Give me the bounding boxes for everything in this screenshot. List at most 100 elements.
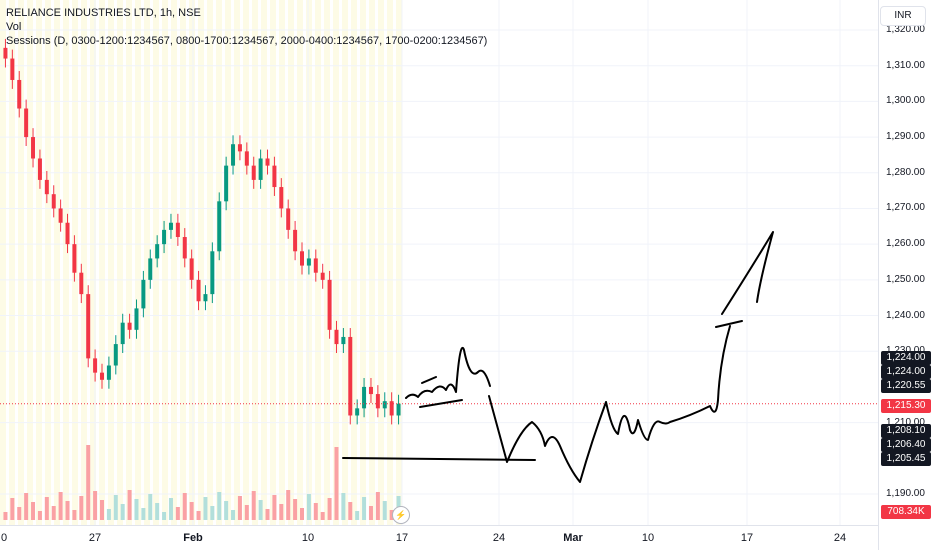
volume-bar	[31, 502, 36, 520]
price-tick: 1,190.00	[886, 488, 925, 499]
time-tick: 10	[641, 532, 655, 544]
legend-sessions: Sessions (D, 0300-1200:1234567, 0800-170…	[6, 35, 488, 47]
time-tick: 17	[395, 532, 409, 544]
price-label-tag: 1,224.00	[881, 365, 931, 379]
candle-body	[306, 258, 311, 266]
chart-area[interactable]: RELIANCE INDUSTRIES LTD, 1h, NSE Vol Ses…	[0, 0, 878, 525]
candle-body	[44, 179, 49, 195]
legend-vol: Vol	[6, 21, 22, 33]
candle-body	[113, 344, 118, 366]
candle-body	[210, 251, 215, 295]
price-tick: 1,240.00	[886, 309, 925, 321]
session-band	[99, 0, 105, 525]
candle-body	[389, 401, 394, 416]
candle-body	[203, 294, 208, 302]
session-band	[36, 0, 42, 525]
candle-body	[320, 272, 325, 280]
price-label-tag: 708.34K	[881, 505, 931, 519]
session-band	[9, 0, 15, 525]
candle-body	[175, 222, 180, 238]
candle-body	[134, 308, 139, 330]
session-band	[171, 0, 177, 525]
volume-bar	[141, 508, 146, 520]
time-tick: Feb	[183, 532, 203, 544]
candle-body	[272, 165, 277, 188]
candle-body	[72, 244, 77, 273]
session-band	[81, 0, 87, 525]
volume-bar	[348, 502, 353, 520]
session-band	[180, 0, 186, 525]
volume-bar	[375, 492, 380, 520]
time-axis[interactable]: 0 27 Feb 10 17 24 Mar 10 17 24	[0, 525, 878, 551]
session-band	[342, 0, 348, 525]
candle-body	[127, 322, 132, 330]
candle-body	[168, 222, 173, 230]
session-band	[18, 0, 24, 525]
volume-bar	[320, 512, 325, 520]
candle-body	[106, 365, 111, 380]
price-axis[interactable]: 1,320.00 1,310.00 1,300.00 1,290.00 1,280.00…	[878, 0, 932, 550]
volume-bar	[79, 496, 84, 520]
volume-bar	[175, 507, 180, 520]
volume-bar	[286, 490, 291, 520]
session-band	[243, 0, 249, 525]
price-tick: 1,290.00	[886, 131, 925, 143]
time-tick: 24	[833, 532, 847, 544]
candle-body	[293, 229, 298, 252]
candle-body	[3, 47, 8, 59]
replay-icon[interactable]: ⚡	[392, 506, 410, 524]
candle-body	[396, 403, 401, 416]
candle-body	[148, 258, 153, 280]
drawing-stroke	[421, 376, 437, 384]
price-label-tag: 1,224.00	[881, 351, 931, 365]
volume-bar	[3, 512, 8, 520]
candle-body	[286, 208, 291, 230]
candle-body	[93, 358, 98, 373]
candle-body	[341, 336, 346, 345]
session-band	[27, 0, 33, 525]
session-band	[144, 0, 150, 525]
candle-body	[251, 165, 256, 180]
price-tick: 1,300.00	[886, 95, 925, 107]
candle-body	[189, 258, 194, 280]
price-tick: 1,260.00	[886, 238, 925, 250]
volume-bar	[162, 512, 167, 520]
candle-body	[31, 137, 36, 159]
volume-bar	[251, 491, 256, 520]
candle-body	[237, 144, 242, 152]
time-tick: 10	[301, 532, 315, 544]
candle-body	[182, 237, 187, 259]
session-band	[117, 0, 123, 525]
volume-bar	[279, 504, 284, 520]
volume-bar	[58, 492, 63, 520]
session-band	[387, 0, 393, 525]
time-tick: 0	[0, 532, 8, 544]
session-band	[279, 0, 285, 525]
session-band	[63, 0, 69, 525]
legend-title: RELIANCE INDUSTRIES LTD, 1h, NSE	[6, 7, 201, 19]
volume-bar	[93, 491, 98, 520]
chart-canvas[interactable]	[0, 0, 878, 525]
candle-body	[37, 158, 42, 180]
volume-bar	[341, 493, 346, 520]
candle-body	[375, 394, 380, 409]
price-label-tag: 1,206.40	[881, 438, 931, 452]
session-band	[315, 0, 321, 525]
price-tick: 1,230.00	[886, 345, 925, 356]
volume-bar	[189, 502, 194, 520]
volume-bar	[368, 506, 373, 520]
time-tick: Mar	[563, 532, 583, 544]
session-band	[216, 0, 222, 525]
candle-body	[141, 279, 146, 309]
volume-bar	[113, 495, 118, 520]
volume-bar	[155, 503, 160, 520]
volume-bar	[300, 508, 304, 520]
candle-body	[17, 79, 22, 109]
volume-bar	[265, 509, 270, 520]
candle-body	[24, 108, 29, 138]
volume-bar	[244, 505, 249, 520]
session-band	[396, 0, 402, 525]
currency-selector[interactable]: INR	[880, 6, 926, 26]
candle-body	[258, 158, 263, 180]
session-band	[261, 0, 267, 525]
